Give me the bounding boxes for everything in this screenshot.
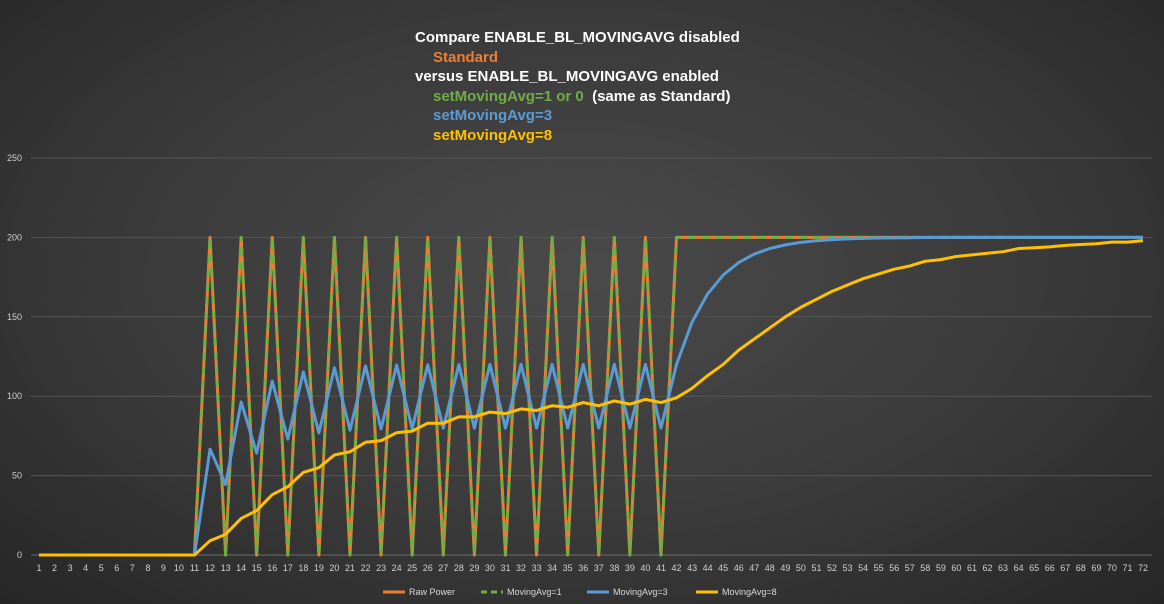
title-line: setMovingAvg=1 or 0 (same as Standard) <box>415 87 740 107</box>
x-tick-label: 50 <box>796 563 806 573</box>
x-tick-label: 41 <box>656 563 666 573</box>
y-tick-label: 50 <box>12 471 22 481</box>
x-tick-label: 33 <box>532 563 542 573</box>
title-line-text: Compare ENABLE_BL_MOVINGAVG disabled <box>415 29 740 46</box>
x-tick-label: 54 <box>858 563 868 573</box>
x-tick-label: 24 <box>392 563 402 573</box>
x-tick-label: 66 <box>1045 563 1055 573</box>
x-tick-label: 68 <box>1076 563 1086 573</box>
x-tick-label: 8 <box>145 563 150 573</box>
title-line-text: setMovingAvg=3 <box>433 107 553 124</box>
x-tick-label: 64 <box>1014 563 1024 573</box>
x-tick-label: 2 <box>52 563 57 573</box>
title-line-text: Standard <box>433 48 499 66</box>
x-tick-label: 48 <box>765 563 775 573</box>
x-tick-label: 39 <box>625 563 635 573</box>
x-tick-label: 57 <box>905 563 915 573</box>
x-tick-label: 13 <box>221 563 231 573</box>
x-tick-label: 46 <box>734 563 744 573</box>
y-tick-label: 100 <box>7 391 22 401</box>
x-tick-label: 34 <box>547 563 557 573</box>
x-tick-label: 1 <box>36 563 41 573</box>
x-tick-label: 36 <box>578 563 588 573</box>
x-tick-label: 52 <box>827 563 837 573</box>
x-tick-label: 70 <box>1107 563 1117 573</box>
x-tick-label: 67 <box>1060 563 1070 573</box>
y-tick-label: 250 <box>7 153 22 163</box>
x-tick-label: 29 <box>469 563 479 573</box>
legend-label: MovingAvg=8 <box>722 587 777 597</box>
x-tick-label: 27 <box>438 563 448 573</box>
x-tick-label: 69 <box>1091 563 1101 573</box>
x-tick-label: 22 <box>361 563 371 573</box>
x-tick-label: 43 <box>687 563 697 573</box>
x-tick-label: 19 <box>314 563 324 573</box>
y-tick-label: 150 <box>7 312 22 322</box>
title-line-text: setMovingAvg=1 or 0 <box>433 87 584 105</box>
x-tick-label: 9 <box>161 563 166 573</box>
title-line: Standard <box>415 48 740 68</box>
x-tick-label: 53 <box>843 563 853 573</box>
x-tick-label: 32 <box>516 563 526 573</box>
x-tick-label: 31 <box>500 563 510 573</box>
x-tick-label: 10 <box>174 563 184 573</box>
title-line: setMovingAvg=8 <box>415 126 740 146</box>
x-tick-label: 16 <box>267 563 277 573</box>
x-tick-label: 51 <box>811 563 821 573</box>
x-tick-label: 28 <box>454 563 464 573</box>
y-tick-label: 200 <box>7 232 22 242</box>
x-tick-label: 45 <box>718 563 728 573</box>
chart-title: Compare ENABLE_BL_MOVINGAVG disabled Stan… <box>415 28 740 145</box>
x-tick-label: 23 <box>376 563 386 573</box>
x-tick-label: 55 <box>874 563 884 573</box>
x-tick-label: 72 <box>1138 563 1148 573</box>
title-line-text: setMovingAvg=8 <box>433 126 553 144</box>
x-tick-label: 5 <box>99 563 104 573</box>
x-tick-label: 49 <box>780 563 790 573</box>
x-tick-label: 14 <box>236 563 246 573</box>
x-tick-label: 40 <box>640 563 650 573</box>
series-line-movingavg-8 <box>39 239 1144 557</box>
x-tick-label: 12 <box>205 563 215 573</box>
x-tick-label: 61 <box>967 563 977 573</box>
series-line-movingavg-3 <box>39 235 1143 557</box>
x-tick-label: 20 <box>329 563 339 573</box>
title-line-suffix: (same as Standard) <box>583 87 731 105</box>
legend-label: MovingAvg=1 <box>507 587 562 597</box>
x-tick-label: 30 <box>485 563 495 573</box>
x-tick-label: 47 <box>749 563 759 573</box>
legend-label: Raw Power <box>409 587 455 597</box>
x-tick-label: 62 <box>982 563 992 573</box>
x-tick-label: 18 <box>298 563 308 573</box>
x-tick-label: 58 <box>920 563 930 573</box>
x-tick-label: 6 <box>114 563 119 573</box>
x-tick-label: 37 <box>594 563 604 573</box>
x-tick-label: 71 <box>1122 563 1132 573</box>
x-tick-label: 65 <box>1029 563 1039 573</box>
x-tick-label: 59 <box>936 563 946 573</box>
x-tick-label: 42 <box>672 563 682 573</box>
x-tick-label: 63 <box>998 563 1008 573</box>
x-tick-label: 4 <box>83 563 88 573</box>
x-tick-label: 7 <box>130 563 135 573</box>
title-line: setMovingAvg=3 <box>415 106 740 126</box>
x-tick-label: 56 <box>889 563 899 573</box>
x-tick-label: 11 <box>190 563 199 573</box>
title-line-text: versus ENABLE_BL_MOVINGAVG enabled <box>415 68 719 85</box>
x-tick-label: 44 <box>703 563 713 573</box>
title-line: versus ENABLE_BL_MOVINGAVG enabled <box>415 67 740 87</box>
legend-label: MovingAvg=3 <box>613 587 668 597</box>
x-tick-label: 3 <box>68 563 73 573</box>
x-tick-label: 15 <box>252 563 262 573</box>
x-tick-label: 60 <box>951 563 961 573</box>
y-tick-label: 0 <box>17 550 22 560</box>
x-tick-label: 38 <box>609 563 619 573</box>
title-line: Compare ENABLE_BL_MOVINGAVG disabled <box>415 28 740 48</box>
x-tick-label: 17 <box>283 563 293 573</box>
x-tick-label: 35 <box>563 563 573 573</box>
x-tick-label: 26 <box>423 563 433 573</box>
x-tick-label: 25 <box>407 563 417 573</box>
x-tick-label: 21 <box>345 563 355 573</box>
